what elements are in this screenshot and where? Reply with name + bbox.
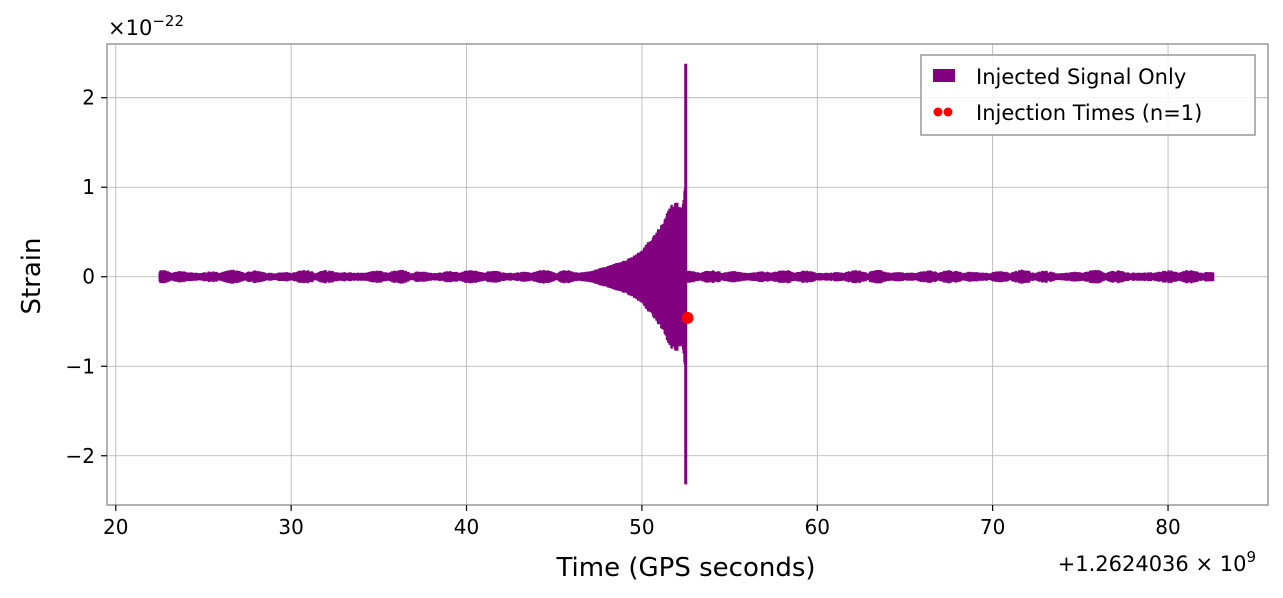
legend: Injected Signal Only Injection Times (n=… [920, 54, 1256, 136]
legend-label-injection: Injection Times (n=1) [976, 101, 1202, 125]
strain-waveform [158, 188, 1215, 366]
legend-swatch-strain [933, 69, 955, 82]
axes-frame [106, 43, 1269, 506]
y-axis-title: Strain [17, 237, 47, 314]
x-tick-label: 50 [629, 515, 654, 539]
axis-ticks: 20 30 40 50 60 70 80 −2 −1 0 1 2 [66, 86, 1181, 539]
x-tick-label: 40 [454, 515, 479, 539]
x-offset-exponent: 9 [1246, 548, 1256, 566]
x-offset-label: +1.2624036 × 109 [1058, 548, 1256, 576]
x-tick-label: 80 [1155, 515, 1180, 539]
x-axis-title: Time (GPS seconds) [555, 553, 815, 583]
injection-time-point [681, 311, 694, 324]
plot-area [158, 63, 1215, 485]
x-tick-label: 20 [103, 515, 128, 539]
y-scale-label: ×10−22 [108, 12, 184, 40]
y-tick-label: 0 [82, 265, 95, 289]
legend-box [920, 54, 1256, 136]
y-scale-exponent: −22 [152, 12, 184, 30]
y-tick-label: −1 [66, 354, 95, 378]
x-offset-mantissa: +1.2624036 × 10 [1058, 552, 1247, 576]
y-tick-label: 2 [82, 86, 95, 110]
x-tick-label: 60 [805, 515, 830, 539]
y-scale-base: ×10 [108, 16, 152, 40]
legend-label-strain: Injected Signal Only [976, 65, 1186, 89]
x-tick-label: 30 [278, 515, 303, 539]
y-tick-label: 1 [82, 175, 95, 199]
legend-marker-injection [933, 107, 943, 117]
y-tick-label: −2 [66, 444, 95, 468]
legend-marker-injection [943, 107, 953, 117]
x-tick-label: 70 [980, 515, 1005, 539]
